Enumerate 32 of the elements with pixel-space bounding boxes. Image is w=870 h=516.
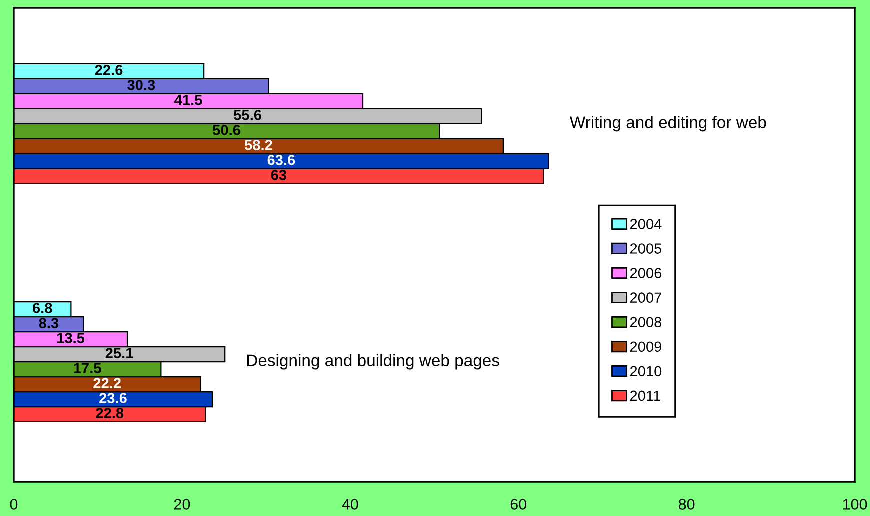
- y-tick-label: Writing and editing for web: [570, 116, 766, 132]
- legend-label: 2011: [630, 390, 660, 402]
- data-label: 22.2: [94, 378, 121, 388]
- data-label: 23.6: [100, 393, 127, 404]
- x-tick-label: 20: [174, 499, 190, 510]
- data-label: 63.6: [268, 155, 296, 166]
- legend-label: 2007: [630, 292, 662, 304]
- x-tick-label: 100: [843, 499, 868, 510]
- data-label: 22.6: [95, 65, 123, 76]
- data-label: 22.8: [96, 408, 124, 418]
- x-tick-label: 60: [510, 499, 526, 510]
- data-label: 55.6: [234, 110, 262, 120]
- legend-label: 2010: [630, 366, 662, 377]
- data-label: 41.5: [174, 95, 202, 106]
- data-label: 30.3: [128, 80, 156, 90]
- data-label: 25.1: [106, 348, 134, 358]
- legend-label: 2005: [630, 244, 662, 254]
- data-label: 8.3: [39, 318, 59, 328]
- legend-label: 2008: [630, 317, 662, 328]
- data-label: 58.2: [244, 140, 272, 150]
- data-label: 63: [271, 170, 286, 180]
- legend-label: 2009: [630, 342, 662, 352]
- legend-label: 2006: [630, 268, 662, 278]
- data-label: 13.5: [57, 333, 85, 344]
- x-tick-label: 40: [342, 499, 358, 510]
- data-label: 17.5: [74, 363, 102, 374]
- legend-label: 2004: [630, 219, 662, 230]
- y-tick-label: Designing and building web pages: [247, 354, 500, 370]
- data-label: 50.6: [213, 125, 240, 136]
- data-label: 6.8: [32, 303, 52, 314]
- x-tick-label: 80: [678, 499, 695, 510]
- x-tick-label: 0: [10, 499, 18, 510]
